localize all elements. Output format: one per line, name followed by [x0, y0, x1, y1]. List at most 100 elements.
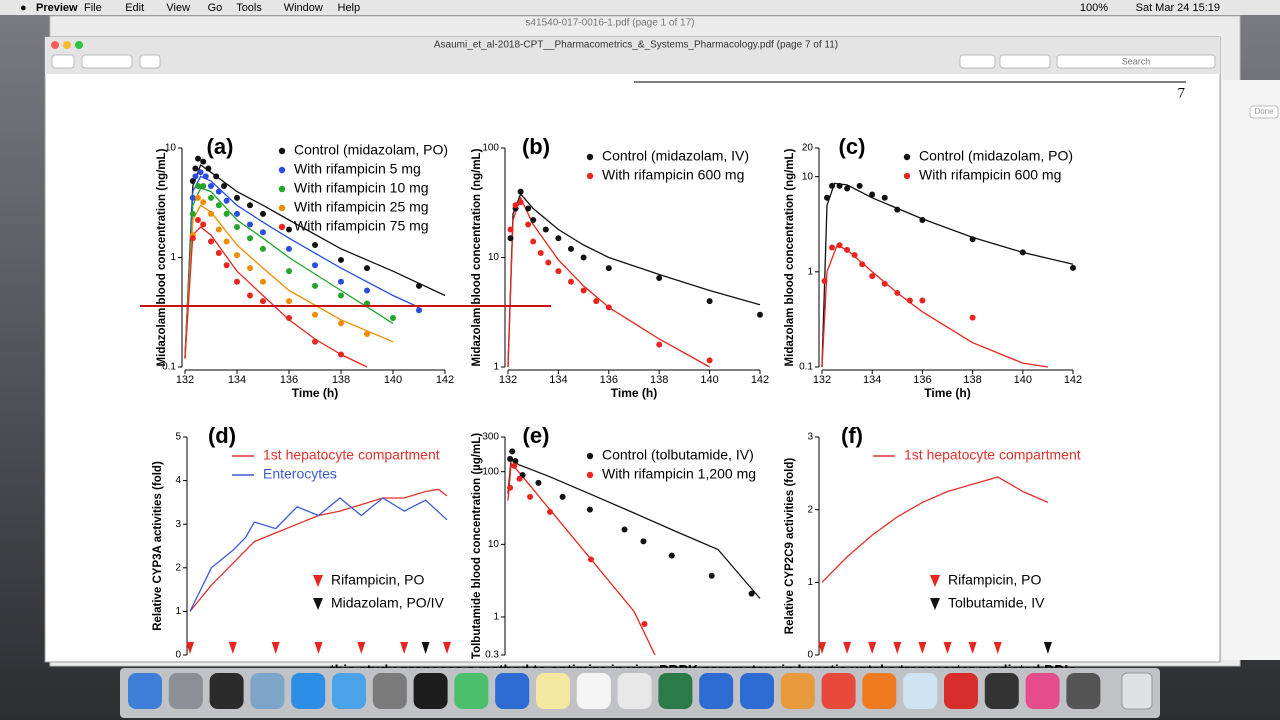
- dock-icon[interactable]: [168, 673, 203, 709]
- dock-icon[interactable]: [250, 673, 285, 709]
- menu-bar: [0, 0, 1280, 15]
- clock[interactable]: Sat Mar 24 15:19: [1136, 2, 1220, 14]
- zoom-buttons[interactable]: [81, 54, 133, 69]
- data-point: [1019, 249, 1026, 256]
- menu-item[interactable]: Edit: [125, 2, 144, 14]
- data-point: [512, 458, 519, 465]
- trash-icon[interactable]: [1121, 672, 1153, 710]
- legend-marker: [586, 471, 594, 479]
- minimize-button[interactable]: [63, 41, 71, 49]
- dock-icon[interactable]: [291, 673, 326, 709]
- dock-icon[interactable]: [984, 673, 1019, 709]
- legend-label: With rifampicin 600 mg: [919, 167, 1061, 183]
- data-point: [223, 262, 230, 269]
- data-point: [221, 182, 227, 189]
- menu-item[interactable]: File: [84, 2, 102, 14]
- data-point: [223, 238, 230, 245]
- dock-icon[interactable]: [944, 673, 978, 709]
- menu-item[interactable]: Go: [208, 2, 223, 14]
- dose-marker: [228, 642, 237, 654]
- data-point: [507, 484, 514, 491]
- data-point: [919, 217, 926, 224]
- menu-item[interactable]: Window: [284, 2, 323, 14]
- dock-icon[interactable]: [617, 673, 652, 709]
- dock-icon[interactable]: [536, 673, 570, 709]
- data-point: [844, 246, 851, 253]
- rotate-button[interactable]: [999, 54, 1051, 69]
- data-point: [656, 274, 663, 281]
- dose-marker: [1043, 642, 1052, 654]
- y-axis-label: Relative CYP2C9 activities (fold): [784, 458, 796, 635]
- dock-icon[interactable]: [740, 673, 774, 709]
- legend-marker: [313, 575, 323, 587]
- dock-icon[interactable]: [413, 673, 448, 709]
- data-point: [312, 311, 318, 318]
- legend-label: 1st hepatocyte compartment: [904, 447, 1081, 463]
- apple-menu[interactable]: ●: [20, 2, 27, 14]
- dock-icon[interactable]: [1025, 673, 1060, 709]
- x-tick-label: 142: [436, 374, 454, 386]
- y-axis-label: Midazolam blood concentration (ng/mL): [784, 148, 796, 366]
- data-point: [192, 173, 199, 180]
- data-point: [708, 572, 715, 579]
- y-axis-label: Tolbutamide blood concentration (µg/mL): [471, 433, 483, 659]
- data-point: [969, 314, 976, 321]
- dose-marker: [818, 642, 826, 654]
- dock-icon[interactable]: [209, 673, 244, 709]
- sidebar-button[interactable]: [51, 54, 75, 69]
- data-point: [844, 185, 851, 192]
- y-tick-label: 5: [175, 432, 181, 443]
- y-tick-label: 0.1: [799, 362, 813, 373]
- dock-icon[interactable]: [862, 673, 897, 709]
- series-line: [189, 488, 448, 612]
- data-point: [215, 249, 222, 256]
- dock-icon[interactable]: [576, 673, 611, 709]
- legend-marker: [903, 153, 911, 161]
- dose-marker: [943, 642, 952, 654]
- window: [44, 36, 1221, 663]
- done-button[interactable]: [1249, 105, 1279, 119]
- dock-icon[interactable]: [780, 673, 815, 709]
- data-point: [580, 287, 587, 294]
- dock-icon[interactable]: [454, 673, 489, 709]
- legend-label: Tolbutamide, IV: [948, 595, 1045, 611]
- app-menu[interactable]: Preview: [36, 2, 78, 14]
- back-window-title: s41540-017-0016-1.pdf (page 1 of 17): [525, 18, 694, 29]
- close-button[interactable]: [51, 41, 59, 49]
- data-point: [517, 199, 524, 206]
- legend-label: 1st hepatocyte compartment: [263, 447, 440, 463]
- menu-item[interactable]: Help: [338, 2, 361, 14]
- y-tick-label: 0.1: [162, 362, 176, 373]
- legend-label: With rifampicin 5 mg: [294, 161, 421, 177]
- search-field[interactable]: [1056, 54, 1216, 69]
- markup-button[interactable]: [959, 54, 996, 69]
- data-point: [208, 210, 214, 217]
- data-point: [706, 298, 713, 305]
- data-point: [208, 238, 214, 245]
- data-point: [390, 315, 396, 322]
- dock-icon[interactable]: [903, 673, 938, 709]
- battery[interactable]: 100%: [1080, 2, 1108, 14]
- dock-icon[interactable]: [821, 673, 856, 709]
- menu-item[interactable]: View: [166, 2, 190, 14]
- dock-icon[interactable]: [332, 673, 366, 709]
- y-tick-label: 0: [807, 650, 813, 661]
- dock-icon[interactable]: [495, 673, 530, 709]
- share-button[interactable]: [139, 54, 161, 69]
- data-point: [656, 341, 663, 348]
- data-point: [195, 155, 201, 162]
- dock-icon[interactable]: [699, 673, 734, 709]
- dock-icon[interactable]: [372, 673, 407, 709]
- dock-icon[interactable]: [128, 673, 162, 709]
- data-point: [189, 210, 196, 217]
- menu-item[interactable]: Tools: [236, 2, 262, 14]
- zoom-button[interactable]: [75, 41, 83, 49]
- y-tick-label: 0.3: [485, 650, 499, 661]
- data-point: [260, 210, 266, 217]
- data-point: [836, 182, 843, 189]
- dock-icon[interactable]: [1066, 673, 1101, 709]
- window-title: Asaumi_et_al-2018-CPT__Pharmacometrics_&…: [434, 40, 838, 51]
- data-point: [312, 282, 318, 289]
- legend-label: Enterocytes: [263, 466, 337, 482]
- dock-icon[interactable]: [658, 673, 693, 709]
